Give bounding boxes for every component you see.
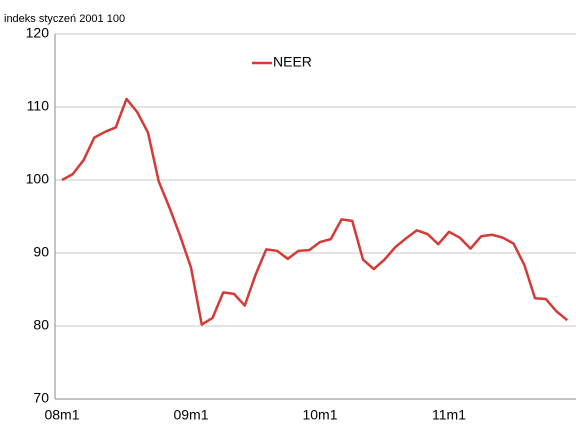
- x-tick-label: 10m1: [302, 407, 337, 423]
- legend-label: NEER: [273, 54, 312, 70]
- y-tick-label: 70: [33, 390, 49, 406]
- y-tick-label: 120: [26, 25, 50, 41]
- x-tick-label: 08m1: [44, 407, 79, 423]
- y-tick-label: 110: [27, 98, 50, 114]
- y-tick-label: 100: [26, 171, 50, 187]
- x-tick-label: 11m1: [432, 407, 466, 423]
- y-tick-label: 90: [33, 244, 49, 260]
- chart-subtitle: indeks styczeń 2001 100: [4, 13, 125, 25]
- x-tick-label: 09m1: [173, 407, 208, 423]
- y-tick-label: 80: [33, 317, 49, 333]
- data-line: [61, 97, 569, 326]
